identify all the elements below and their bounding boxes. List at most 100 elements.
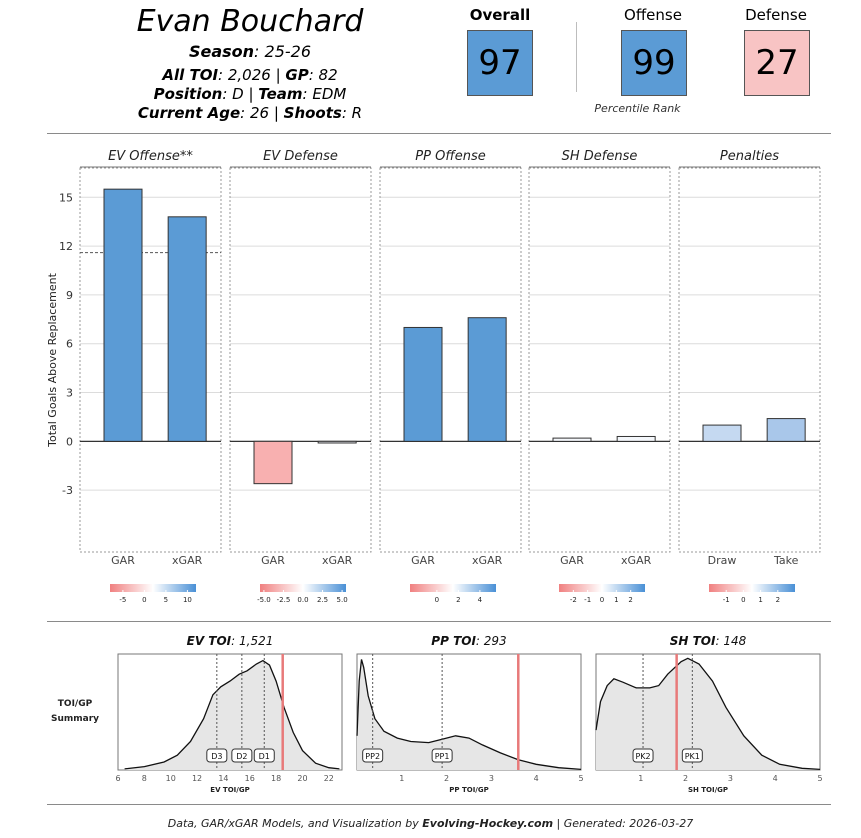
x-tick-label: 20 (297, 774, 307, 783)
y-tick-label: -3 (62, 484, 73, 497)
overall-label: Overall (469, 6, 531, 24)
x-tick-label: 16 (245, 774, 255, 783)
line-guide-badge (362, 748, 384, 763)
footer-prefix: Data, GAR/xGAR Models, and Visualization… (167, 817, 423, 830)
x-tick-label: 3 (489, 774, 494, 783)
x-tick-label: 6 (115, 774, 120, 783)
bar-xgar (616, 435, 656, 442)
row-label: TOI/GP (58, 699, 93, 709)
legend-tick-label: 4 (478, 596, 483, 604)
legend-tick-label: -2.5 (277, 596, 291, 604)
middle-divider (47, 621, 831, 622)
legend-tick-label: -5 (119, 596, 126, 604)
panel-frame (79, 167, 222, 553)
legend-tick-label: 0 (600, 596, 604, 604)
x-tick-label: 10 (166, 774, 176, 783)
bar-xgar (467, 317, 507, 442)
x-axis-label: EV TOI/GP (210, 786, 249, 794)
y-tick-label: 6 (66, 338, 73, 351)
y-tick-label: 3 (66, 387, 73, 400)
x-tick-label: 12 (192, 774, 202, 783)
x-tick-label: 14 (218, 774, 228, 783)
bar-gar (403, 326, 443, 442)
legend-tick-label: 2 (628, 596, 632, 604)
legend-tick-label: 1 (614, 596, 618, 604)
x-tick-label: GAR (560, 554, 584, 567)
toi-title-value: : 148 (715, 634, 746, 648)
team-value: : EDM (302, 85, 347, 103)
toi-panel-title: PP TOI: 293 (431, 634, 506, 648)
bar-xgar (317, 440, 357, 444)
legend-tick-label: 2 (776, 596, 780, 604)
bar-xgar (167, 216, 207, 442)
toi-title-label: SH TOI (670, 634, 716, 648)
x-tick-label: 3 (728, 774, 733, 783)
line-guide-badge (632, 748, 654, 763)
x-tick-label: 4 (773, 774, 778, 783)
density-area (124, 660, 340, 770)
panel-title: Penalties (720, 149, 779, 164)
legend-tick-label: 0 (741, 596, 745, 604)
line-guide-label: D2 (236, 752, 247, 761)
header-divider (47, 133, 831, 134)
panel-title: PP Offense (415, 149, 485, 164)
row-label: Summary (51, 714, 99, 724)
toi-title-value: : 293 (476, 634, 507, 648)
density-curve (124, 659, 340, 770)
toi-title-value: : 1,521 (231, 634, 273, 648)
line-guide-label: PK2 (635, 752, 650, 761)
toi-title-label: EV TOI (187, 634, 232, 648)
x-tick-label: 4 (534, 774, 539, 783)
position-line: Position: D | Team: EDM (60, 85, 440, 103)
line-guide-label: PP2 (365, 752, 380, 761)
legend-tick-label: 2.5 (317, 596, 328, 604)
age-line: Current Age: 26 | Shoots: R (60, 104, 440, 122)
defense-label: Defense (745, 6, 807, 24)
toi-value: : 2,026 | (218, 66, 286, 84)
y-axis-label: Total Goals Above Replacement (46, 272, 59, 447)
x-tick-label: Take (773, 554, 799, 567)
panel-title: SH Defense (562, 149, 638, 164)
toi-line: All TOI: 2,026 | GP: 82 (60, 66, 440, 84)
x-tick-label: 5 (817, 774, 822, 783)
bar-draw (702, 424, 742, 442)
x-tick-label: 1 (638, 774, 643, 783)
legend-tick-label: 0 (435, 596, 439, 604)
toi-label: All TOI (162, 66, 219, 84)
toi-panel-title: SH TOI: 148 (670, 634, 747, 648)
line-guide-label: D1 (259, 752, 270, 761)
x-tick-label: 22 (324, 774, 334, 783)
density-area (596, 658, 820, 770)
color-legend (110, 584, 196, 592)
x-tick-label: xGAR (472, 554, 503, 567)
x-tick-label: xGAR (322, 554, 353, 567)
color-legend (709, 584, 795, 592)
team-label: Team (258, 85, 303, 103)
bar-gar (253, 440, 293, 485)
x-tick-label: 2 (683, 774, 688, 783)
density-curve (595, 657, 821, 771)
color-legend (410, 584, 496, 592)
x-tick-label: 1 (399, 774, 404, 783)
panel-frame (528, 167, 671, 553)
y-tick-label: 0 (66, 435, 73, 448)
x-tick-label: xGAR (621, 554, 652, 567)
x-tick-label: 5 (578, 774, 583, 783)
line-guide-badge (231, 748, 253, 763)
overall-score-box: 97 (467, 30, 533, 96)
toi-panel-title: EV TOI: 1,521 (187, 634, 274, 648)
season-line: Season: 25-26 (60, 42, 440, 61)
legend-tick-label: 0 (142, 596, 146, 604)
footer-credit: Data, GAR/xGAR Models, and Visualization… (0, 817, 861, 830)
legend-tick-label: -1 (584, 596, 591, 604)
x-tick-label: GAR (261, 554, 285, 567)
bar-gar (552, 437, 592, 442)
line-guide-label: PP1 (435, 752, 450, 761)
line-guide-badge (253, 748, 275, 763)
offense-label: Offense (624, 6, 682, 24)
gp-value: : 82 (308, 66, 338, 84)
line-guide-label: D3 (211, 752, 222, 761)
footer-suffix: | Generated: 2026-03-27 (553, 817, 694, 830)
legend-tick-label: 10 (183, 596, 192, 604)
